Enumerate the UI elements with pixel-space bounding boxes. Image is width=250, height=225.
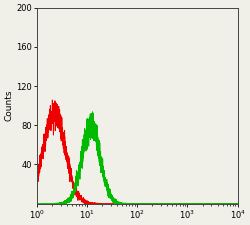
Y-axis label: Counts: Counts xyxy=(4,90,13,121)
